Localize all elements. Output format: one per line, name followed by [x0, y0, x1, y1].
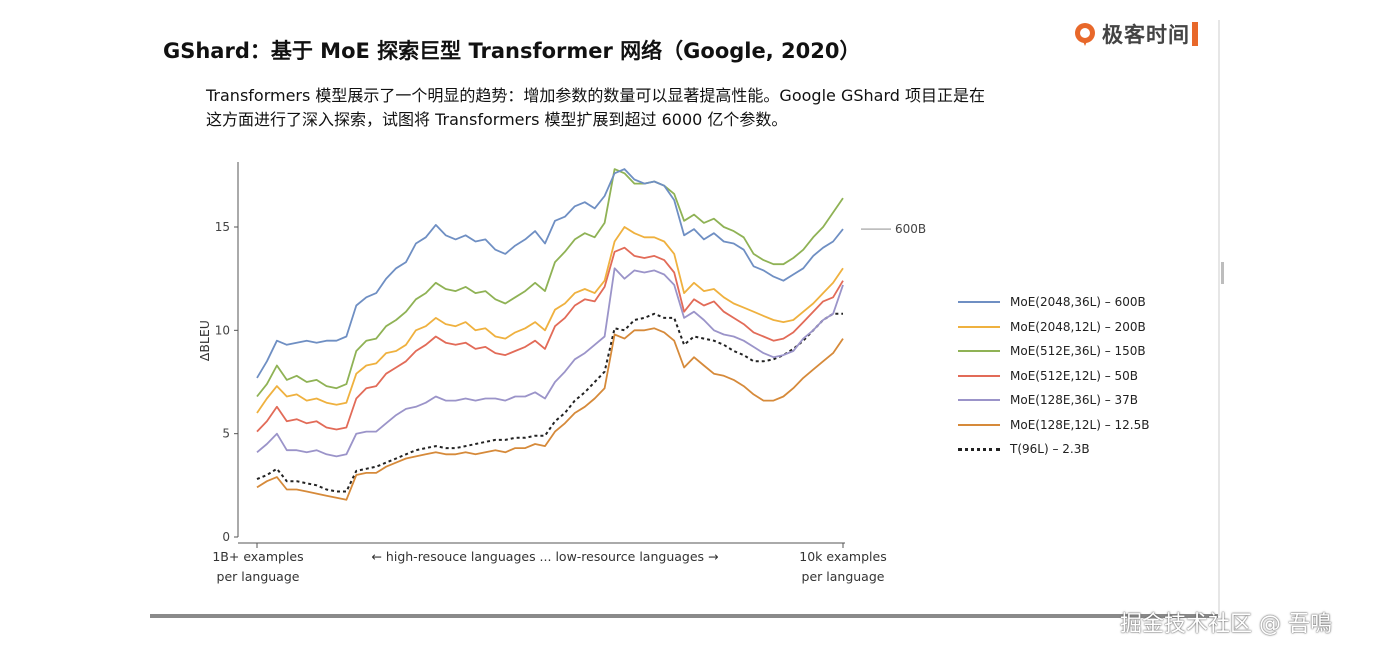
- legend-item-3: MoE(512E,12L) – 50B: [958, 364, 1149, 389]
- logo-text: 极客时间: [1102, 23, 1190, 47]
- logo-tag-icon: [1192, 22, 1198, 46]
- legend-label: MoE(2048,12L) – 200B: [1010, 319, 1146, 334]
- watermark: 掘金技术社区 @ 吾鳴: [1120, 612, 1332, 637]
- legend-swatch: [958, 374, 1000, 377]
- legend-label: T(96L) – 2.3B: [1010, 442, 1090, 457]
- chart-legend: MoE(2048,36L) – 600B MoE(2048,12L) – 200B…: [958, 290, 1149, 462]
- legend-label: MoE(512E,36L) – 150B: [1010, 344, 1146, 359]
- legend-label: MoE(128E,36L) – 37B: [1010, 393, 1139, 408]
- legend-label: MoE(512E,12L) – 50B: [1010, 368, 1139, 383]
- description: Transformers 模型展示了一个明显的趋势：增加参数的数量可以显著提高性…: [206, 84, 1166, 132]
- chart-axes: 0 5 10 15 ΔBLEU 1B+ examples per language ← hig…: [197, 162, 887, 584]
- brand-logo: 极客时间: [1072, 18, 1198, 50]
- chart-annotation-layer: 600B: [861, 222, 926, 236]
- x-caption-left-2: per language: [217, 569, 300, 584]
- x-caption-left-1: 1B+ examples: [212, 549, 303, 564]
- legend-item-4: MoE(128E,36L) – 37B: [958, 388, 1149, 413]
- y-axis-label: ΔBLEU: [197, 320, 212, 361]
- x-caption-middle: ← high-resouce languages ... low-resourc…: [371, 549, 718, 564]
- legend-swatch: [958, 325, 1000, 328]
- description-line-1: Transformers 模型展示了一个明显的趋势：增加参数的数量可以显著提高性…: [206, 86, 985, 105]
- page-title: GShard：基于 MoE 探索巨型 Transformer 网络（Google…: [163, 39, 861, 63]
- legend-label: MoE(128E,12L) – 12.5B: [1010, 417, 1150, 432]
- x-caption-right-1: 10k examples: [799, 549, 886, 564]
- legend-swatch: [958, 301, 1000, 304]
- bleu-line-chart: 0 5 10 15 ΔBLEU 1B+ examples per language ← hig…: [197, 162, 926, 584]
- legend-label: MoE(2048,36L) – 600B: [1010, 295, 1146, 310]
- scrollbar-thumb[interactable]: [1221, 262, 1224, 284]
- y-tick-label: 10: [215, 323, 230, 337]
- x-caption-right-2: per language: [802, 569, 885, 584]
- legend-item-1: MoE(2048,12L) – 200B: [958, 315, 1149, 340]
- legend-item-0: MoE(2048,36L) – 600B: [958, 290, 1149, 315]
- legend-swatch: [958, 350, 1000, 353]
- legend-item-6: T(96L) – 2.3B: [958, 437, 1149, 462]
- series-line-4: [256, 267, 844, 458]
- y-tick-label: 15: [215, 220, 230, 234]
- logo-icon: [1075, 23, 1095, 46]
- series-line-3: [256, 246, 844, 433]
- series-line-2: [256, 168, 844, 398]
- legend-swatch: [958, 399, 1000, 402]
- annotation-label: 600B: [895, 222, 926, 236]
- series-line-0: [256, 168, 844, 379]
- series-line-5: [256, 327, 844, 501]
- series-line-6: [256, 312, 843, 493]
- series-line-1: [256, 226, 844, 414]
- legend-swatch: [958, 447, 1000, 451]
- legend-swatch: [958, 423, 1000, 426]
- legend-item-5: MoE(128E,12L) – 12.5B: [958, 413, 1149, 438]
- slide-right-border: [1218, 20, 1220, 616]
- chart-series-layer: [256, 168, 844, 501]
- y-tick-label: 0: [222, 530, 230, 544]
- description-line-2: 这方面进行了深入探索，试图将 Transformers 模型扩展到超过 6000…: [206, 110, 788, 129]
- slide-bottom-border: [150, 614, 1218, 618]
- y-tick-label: 5: [222, 427, 230, 441]
- legend-item-2: MoE(512E,36L) – 150B: [958, 339, 1149, 364]
